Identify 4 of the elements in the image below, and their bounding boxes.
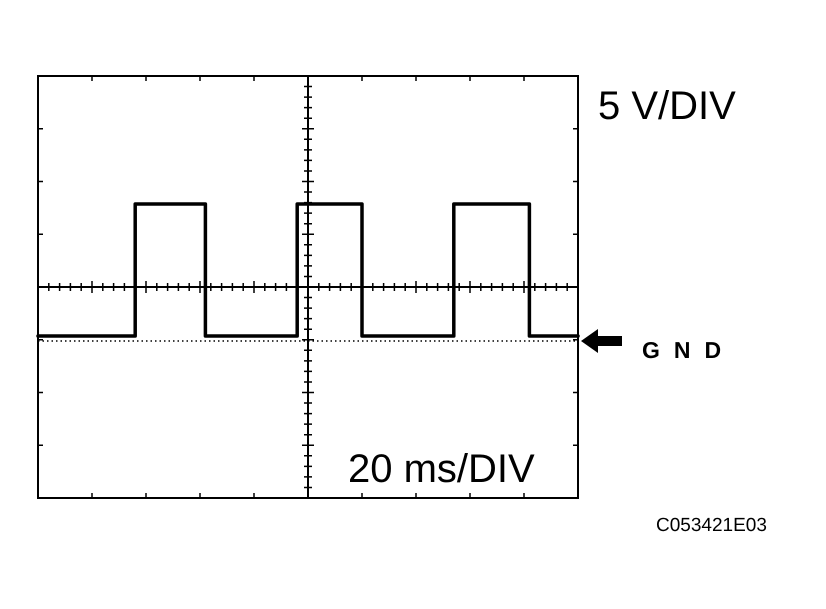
text: 5 V/DIV bbox=[598, 84, 736, 128]
text: 20 ms/DIV bbox=[348, 447, 536, 491]
text: C053421E03 bbox=[656, 515, 767, 536]
ref-line-label: GND bbox=[642, 336, 736, 363]
